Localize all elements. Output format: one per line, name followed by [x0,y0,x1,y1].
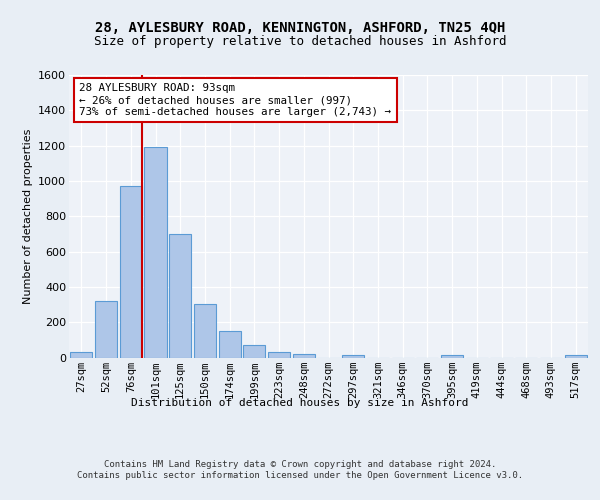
Bar [194,304,216,358]
Bar [70,352,92,358]
Text: 28, AYLESBURY ROAD, KENNINGTON, ASHFORD, TN25 4QH: 28, AYLESBURY ROAD, KENNINGTON, ASHFORD,… [95,20,505,34]
Bar [145,146,167,358]
Text: Contains HM Land Registry data © Crown copyright and database right 2024.
Contai: Contains HM Land Registry data © Crown c… [77,460,523,479]
Bar [169,234,191,358]
Text: Size of property relative to detached houses in Ashford: Size of property relative to detached ho… [94,34,506,48]
Bar [218,331,241,357]
Bar [441,356,463,358]
Y-axis label: Number of detached properties: Number of detached properties [23,128,32,304]
Text: Distribution of detached houses by size in Ashford: Distribution of detached houses by size … [131,398,469,407]
Bar [565,356,587,358]
Bar [95,301,117,358]
Text: 28 AYLESBURY ROAD: 93sqm
← 26% of detached houses are smaller (997)
73% of semi-: 28 AYLESBURY ROAD: 93sqm ← 26% of detach… [79,84,391,116]
Bar [268,352,290,358]
Bar [342,355,364,358]
Bar [119,186,142,358]
Bar [243,345,265,358]
Bar [293,354,315,358]
